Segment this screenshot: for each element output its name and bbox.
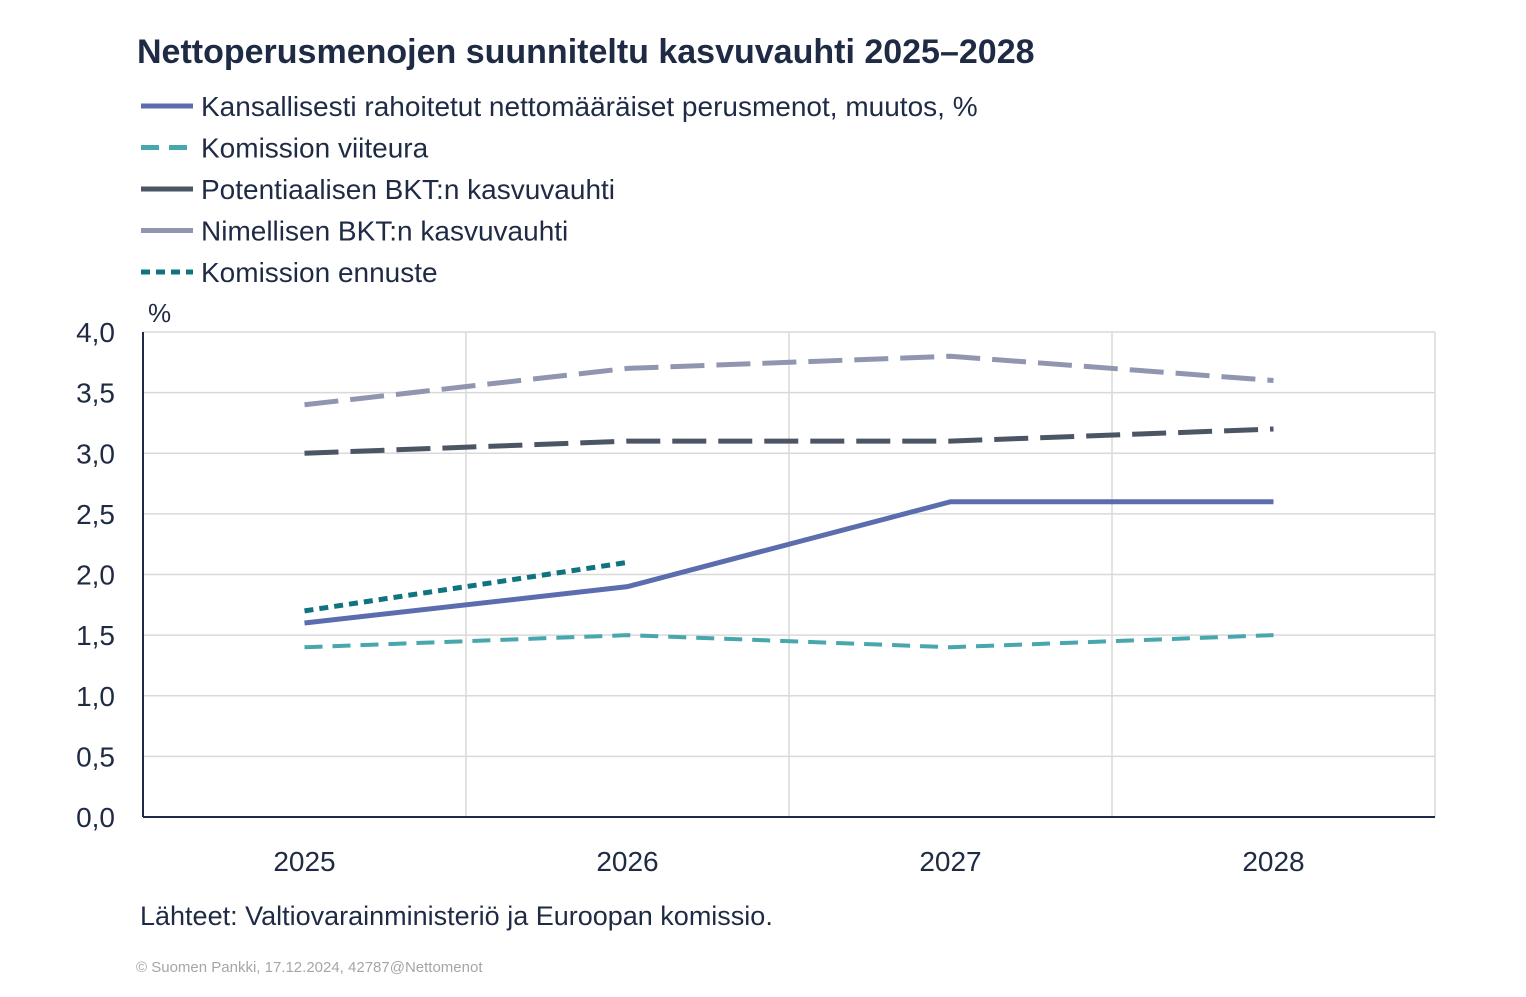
copyright-note: © Suomen Pankki, 17.12.2024, 42787@Netto… — [136, 959, 483, 976]
legend-label: Potentiaalisen BKT:n kasvuvauhti — [201, 174, 615, 205]
series-line-kansallisesti — [304, 499, 1274, 626]
series-line-ennuste — [304, 559, 628, 614]
y-tick-label: 0,5 — [76, 741, 115, 772]
legend-label: Komission ennuste — [201, 257, 438, 288]
axes: 0,0 0,5 1,0 1,5 2,0 2,5 3,0 3,5 4,0 2025 2026 2027 2… — [76, 317, 1435, 877]
y-tick-label: 3,5 — [76, 378, 115, 409]
series-line-nimellinen — [304, 353, 1274, 408]
legend-label: Komission viiteura — [201, 133, 429, 164]
x-tick-label: 2027 — [919, 846, 981, 877]
x-tick-label: 2026 — [596, 846, 658, 877]
x-tick-label: 2025 — [273, 846, 335, 877]
legend-label: Kansallisesti rahoitetut nettomääräiset … — [201, 91, 978, 122]
series-line-potentiaalinen — [304, 426, 1274, 456]
series-line-viiteura — [304, 633, 1274, 650]
grid — [143, 331, 1436, 817]
y-tick-label: 2,0 — [76, 560, 115, 591]
y-tick-label: 2,5 — [76, 499, 115, 530]
x-tick-label: 2028 — [1242, 846, 1304, 877]
y-tick-label: 3,0 — [76, 438, 115, 469]
y-tick-label: 1,5 — [76, 620, 115, 651]
legend-label: Nimellisen BKT:n kasvuvauhti — [201, 216, 568, 247]
legend: Kansallisesti rahoitetut nettomääräiset … — [141, 91, 978, 288]
series-group — [304, 353, 1274, 650]
y-tick-label: 0,0 — [76, 802, 115, 833]
y-tick-label: 4,0 — [76, 317, 115, 348]
chart-title: Nettoperusmenojen suunniteltu kasvuvauht… — [137, 33, 1035, 71]
y-tick-label: 1,0 — [76, 681, 115, 712]
y-axis-unit-label: % — [148, 298, 171, 328]
source-note: Lähteet: Valtiovarainministeriö ja Euroo… — [140, 901, 773, 931]
